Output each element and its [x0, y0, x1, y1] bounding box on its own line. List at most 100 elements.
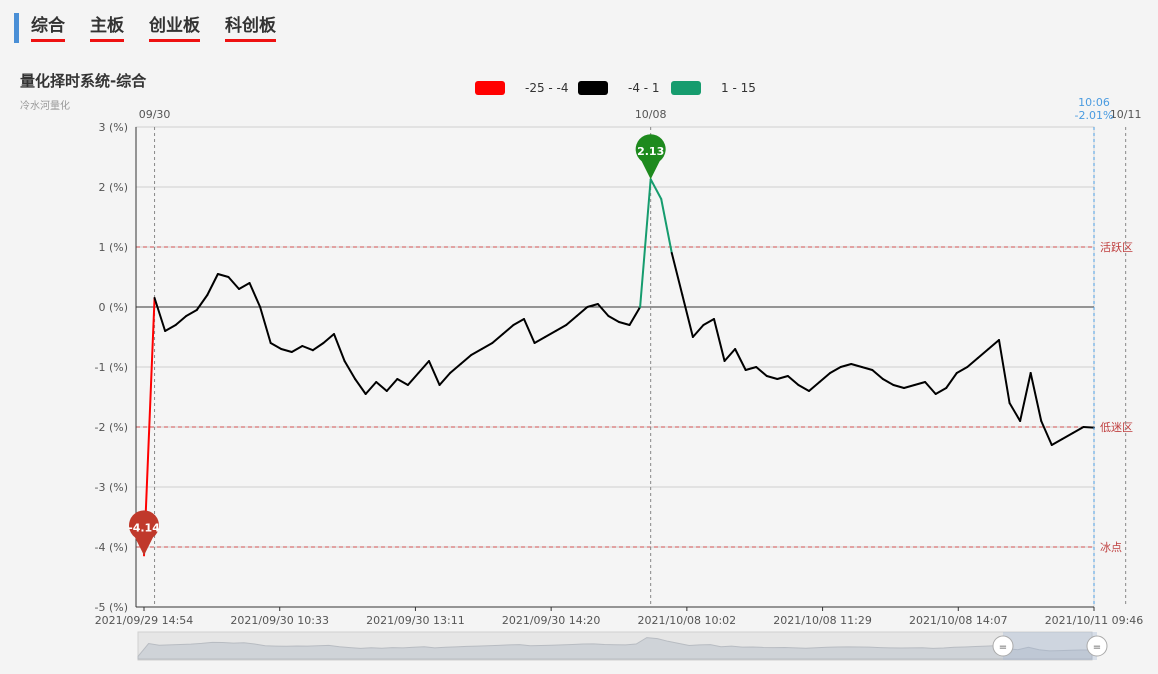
series-segment	[797, 384, 810, 392]
series-segment	[480, 342, 494, 350]
zoom-handle-right-glyph: =	[1093, 642, 1101, 653]
series-segment	[280, 348, 293, 353]
series-segment	[385, 378, 399, 392]
zoom-handle-left-glyph: =	[999, 642, 1007, 653]
series-segment	[744, 366, 758, 371]
series-segment	[544, 330, 557, 338]
y-tick-label: 0 (%)	[98, 301, 128, 314]
series-segment	[850, 363, 863, 368]
chart-subtitle: 冷水河量化	[20, 101, 70, 112]
series-segment	[501, 324, 515, 335]
day-label: 10/11	[1110, 108, 1142, 121]
x-tick-label: 2021/10/08 14:07	[909, 614, 1008, 627]
x-tick-label: 2021/10/08 11:29	[773, 614, 872, 627]
series-segment	[164, 324, 177, 332]
tab-star-market[interactable]: 科创板	[225, 15, 276, 42]
legend-label: -25 - -4	[525, 81, 569, 95]
zoom-handle-right[interactable]	[1086, 635, 1108, 657]
y-tick-label: -5 (%)	[95, 601, 129, 614]
series-segment	[755, 366, 768, 377]
series-segment	[523, 318, 536, 344]
zone-label: 活跃区	[1100, 240, 1133, 254]
series-segment	[290, 345, 304, 353]
series-segment	[1019, 372, 1032, 422]
series-segment	[987, 339, 1000, 350]
series-segment	[1082, 426, 1095, 429]
zoom-handle-left[interactable]	[992, 635, 1014, 657]
y-tick-label: -2 (%)	[95, 421, 129, 434]
series-segment	[596, 303, 610, 317]
x-tick-label: 2021/09/30 10:33	[230, 614, 329, 627]
x-tick-label: 2021/09/29 14:54	[95, 614, 194, 627]
zoom-window	[1003, 632, 1097, 660]
series-segment	[417, 360, 430, 374]
series-segment	[153, 297, 167, 332]
tab-marker	[14, 13, 19, 43]
series-segment	[955, 366, 969, 374]
min-marker-label: -4.14	[128, 521, 160, 534]
series-segment	[1050, 438, 1064, 446]
day-label: 09/30	[139, 108, 171, 121]
series-segment	[649, 178, 663, 200]
legend-swatch	[671, 81, 701, 95]
legend-swatch	[475, 81, 505, 95]
series-segment	[364, 381, 378, 395]
max-marker-label: 2.13	[637, 145, 664, 158]
series-segment	[998, 339, 1011, 404]
series-segment	[259, 306, 272, 344]
series-segment	[808, 381, 821, 392]
series-segment	[913, 381, 927, 386]
series-segment	[1008, 402, 1022, 422]
series-segment	[713, 318, 726, 362]
series-segment	[333, 333, 346, 362]
y-tick-label: 3 (%)	[98, 121, 128, 134]
series-segment	[227, 276, 240, 290]
series-segment	[1040, 420, 1053, 446]
series-segment	[375, 381, 388, 392]
series-segment	[449, 363, 462, 374]
series-segment	[860, 366, 874, 371]
series-segment	[343, 360, 357, 380]
series-segment	[1071, 426, 1085, 434]
series-segment	[322, 333, 335, 344]
cursor-value: -2.01%	[1075, 109, 1114, 122]
series-segment	[1061, 432, 1074, 440]
series-segment	[459, 354, 473, 365]
series-segment	[1029, 372, 1043, 422]
legend-swatch	[578, 81, 608, 95]
series-segment	[248, 282, 262, 308]
y-tick-label: -4 (%)	[95, 541, 129, 554]
series-segment	[839, 363, 853, 368]
series-segment	[976, 348, 990, 359]
series-segment	[206, 273, 219, 296]
series-segment	[818, 372, 832, 383]
series-segment	[185, 309, 198, 317]
legend-label: -4 - 1	[628, 81, 660, 95]
series-segment	[565, 315, 578, 326]
series-segment	[776, 375, 789, 380]
series-segment	[438, 372, 452, 386]
tab-composite[interactable]: 综合	[31, 15, 65, 42]
series-segment	[301, 345, 314, 352]
series-segment	[491, 333, 504, 344]
tab-chinext[interactable]: 创业板	[149, 15, 200, 42]
series-segment	[829, 366, 842, 374]
board-tabs: 综合 主板 创业板 科创板	[14, 12, 301, 44]
zone-label: 低迷区	[1100, 421, 1133, 434]
series-segment	[702, 318, 715, 326]
min-marker-pin	[129, 510, 159, 556]
series-segment	[945, 372, 958, 389]
series-segment	[618, 321, 631, 326]
zone-label: 冰点	[1100, 541, 1122, 554]
series-segment	[396, 378, 409, 386]
series-segment	[533, 336, 547, 344]
series-segment	[428, 360, 441, 386]
series-segment	[512, 318, 525, 326]
y-tick-label: -3 (%)	[95, 481, 129, 494]
series-segment	[269, 342, 283, 350]
zoom-slider-preview	[137, 637, 1093, 660]
series-segment	[892, 384, 905, 389]
tab-main-board[interactable]: 主板	[90, 15, 124, 42]
y-tick-label: 2 (%)	[98, 181, 128, 194]
series-segment	[924, 381, 937, 395]
